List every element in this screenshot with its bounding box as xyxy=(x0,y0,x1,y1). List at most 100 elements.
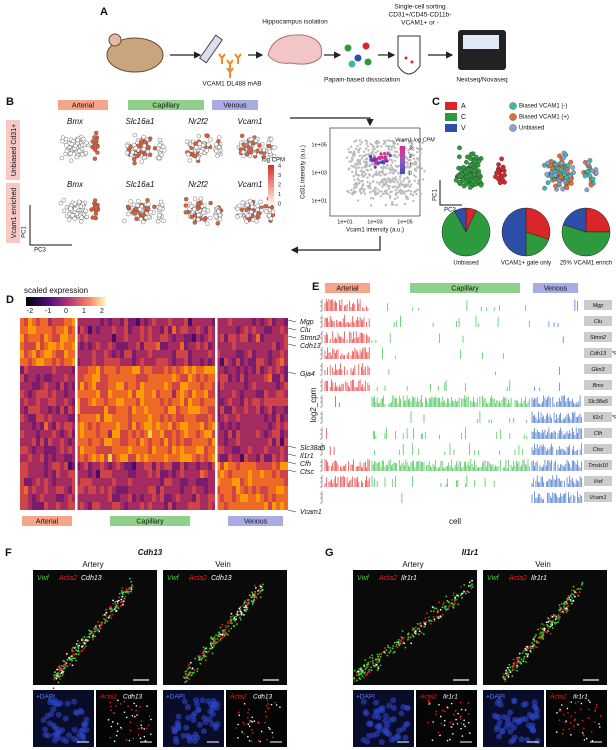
fluorescence-dot xyxy=(78,654,80,656)
heatmap-cell xyxy=(236,326,240,334)
heatmap-cell xyxy=(48,454,52,462)
heatmap-cell xyxy=(120,494,124,502)
heatmap-cell xyxy=(276,342,280,350)
heatmap-cell xyxy=(276,462,280,470)
heatmap-cell xyxy=(24,366,28,374)
cell-point xyxy=(146,198,150,202)
facs-point xyxy=(352,166,354,168)
heatmap-cell xyxy=(44,342,48,350)
heatmap-cell xyxy=(188,342,192,350)
cell-point xyxy=(267,144,271,148)
heatmap-cell xyxy=(136,502,140,510)
heatmap-cell xyxy=(92,406,96,414)
fluorescence-dot xyxy=(230,620,232,622)
heatmap-cell xyxy=(228,382,232,390)
heatmap-cell xyxy=(84,486,88,494)
heatmap-cell xyxy=(80,470,84,478)
facs-point xyxy=(399,176,401,178)
heatmap-cell xyxy=(112,422,116,430)
cell-point xyxy=(62,198,66,202)
cell-point xyxy=(146,202,150,206)
heatmap-cell xyxy=(268,494,272,502)
facs-point xyxy=(398,185,400,187)
heatmap-cell xyxy=(68,430,72,438)
facs-point xyxy=(387,193,389,195)
heatmap-cell xyxy=(252,382,256,390)
heatmap-cell xyxy=(28,454,32,462)
heatmap-cell xyxy=(172,342,176,350)
facs-point xyxy=(408,180,410,182)
heatmap-cell xyxy=(176,454,180,462)
heatmap-cell xyxy=(96,486,100,494)
fluorescence-dot xyxy=(129,578,131,580)
heatmap-cell xyxy=(100,422,104,430)
heatmap-cell xyxy=(264,502,268,510)
heatmap-cell xyxy=(24,422,28,430)
heatmap-cell xyxy=(88,462,92,470)
cell-point xyxy=(471,179,475,183)
heatmap-cell xyxy=(44,406,48,414)
fluorescence-dot xyxy=(53,687,55,689)
heatmap-cell xyxy=(160,454,164,462)
colorbar xyxy=(400,146,405,174)
heatmap-cell xyxy=(228,342,232,350)
heatmap-cell xyxy=(236,454,240,462)
facs-point xyxy=(354,186,356,188)
heatmap-cell xyxy=(140,350,144,358)
heatmap-cell xyxy=(20,334,24,342)
label: -1 xyxy=(45,308,51,315)
heatmap-cell xyxy=(204,366,208,374)
heatmap-cell xyxy=(68,446,72,454)
heatmap-cell xyxy=(64,318,68,326)
fluorescence-dot xyxy=(120,599,122,601)
heatmap-cell xyxy=(256,374,260,382)
label: Il1r1 xyxy=(462,548,479,557)
heatmap-cell xyxy=(24,342,28,350)
heatmap-cell xyxy=(48,382,52,390)
heatmap-cell xyxy=(124,358,128,366)
cell-point xyxy=(457,155,461,159)
fluorescence-dot xyxy=(442,604,444,606)
heatmap-cell xyxy=(276,366,280,374)
fluorescence-dot xyxy=(79,643,81,645)
heatmap-cell xyxy=(248,326,252,334)
facs-point xyxy=(417,182,419,184)
heatmap-cell xyxy=(112,446,116,454)
heatmap-cell xyxy=(100,414,104,422)
fluorescence-dot xyxy=(247,712,249,714)
heatmap-cell xyxy=(200,366,204,374)
facs-point xyxy=(378,157,381,160)
heatmap-cell xyxy=(192,502,196,510)
heatmap-cell xyxy=(208,318,212,326)
gene-label: Stmn2 xyxy=(590,335,606,341)
heatmap-cell xyxy=(176,358,180,366)
heatmap-cell xyxy=(32,494,36,502)
facs-point xyxy=(381,160,384,163)
heatmap-cell xyxy=(96,462,100,470)
fluorescence-dot xyxy=(241,731,243,733)
heatmap-cell xyxy=(140,334,144,342)
heatmap-cell xyxy=(60,478,64,486)
heatmap-cell xyxy=(176,446,180,454)
heatmap-cell xyxy=(40,438,44,446)
heatmap-cell xyxy=(200,350,204,358)
heatmap-cell xyxy=(152,462,156,470)
heatmap-cell xyxy=(252,390,256,398)
heatmap-cell xyxy=(136,390,140,398)
heatmap-cell xyxy=(52,414,56,422)
fluorescence-dot xyxy=(249,740,251,742)
heatmap-cell xyxy=(92,478,96,486)
heatmap-cell xyxy=(36,454,40,462)
facs-point xyxy=(370,197,372,199)
heatmap-cell xyxy=(132,390,136,398)
heatmap-cell xyxy=(248,350,252,358)
facs-point xyxy=(382,193,384,195)
heatmap-cell xyxy=(44,390,48,398)
heatmap-cell xyxy=(172,486,176,494)
heatmap-cell xyxy=(156,318,160,326)
heatmap-cell xyxy=(192,358,196,366)
facs-point xyxy=(350,189,352,191)
heatmap-cell xyxy=(92,414,96,422)
heatmap-cell xyxy=(28,382,32,390)
heatmap-cell xyxy=(40,382,44,390)
